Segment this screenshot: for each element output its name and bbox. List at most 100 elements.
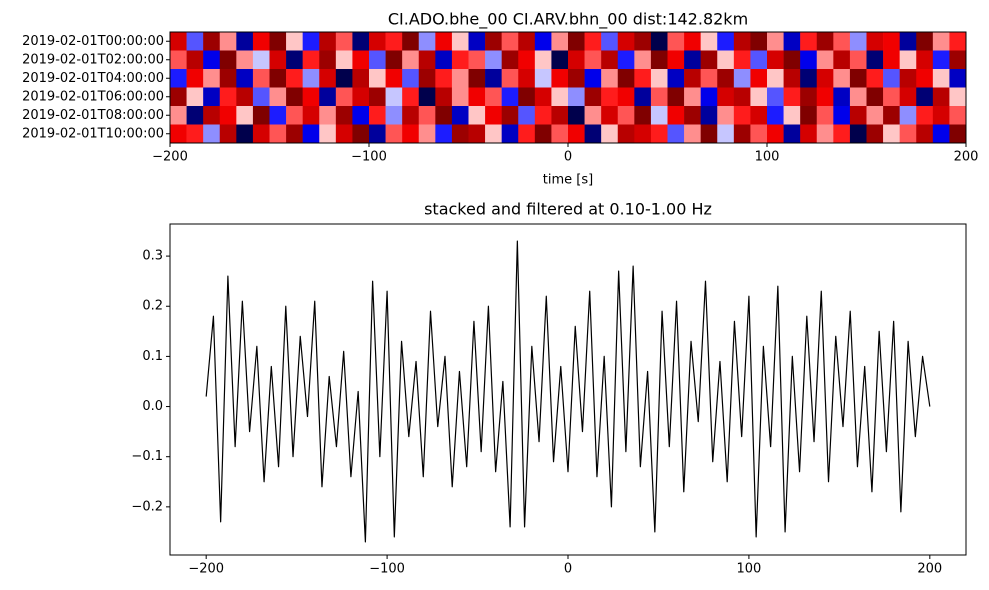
heatmap-cell [451, 87, 469, 107]
heatmap-cell [833, 69, 851, 88]
heatmap-cell [750, 50, 768, 70]
heatmap-cell [352, 69, 370, 88]
heatmap-cell [700, 87, 718, 107]
heatmap-cell [385, 69, 403, 88]
heatmap-cell [932, 106, 950, 125]
heatmap-cell [468, 87, 486, 107]
heatmap-cell [385, 50, 403, 70]
heatmap-cell [402, 124, 420, 144]
heatmap-cell [369, 69, 386, 88]
heatmap-cell [501, 124, 519, 144]
heatmap-cell [551, 32, 569, 51]
heatmap-cell [435, 69, 453, 88]
heatmap-cell [916, 87, 934, 107]
heatmap-cell [451, 32, 469, 51]
heatmap-cell [767, 106, 784, 125]
heatmap-cell [650, 106, 668, 125]
heatmap-cell [369, 32, 386, 51]
heatmap-cell [302, 124, 320, 144]
heatmap-cell [700, 69, 718, 88]
heatmap-cell [849, 87, 867, 107]
heatmap-cell [601, 106, 619, 125]
heatmap-cell [767, 32, 784, 51]
heatmap-cell [485, 87, 502, 107]
heatmap-cell [485, 50, 502, 70]
heatmap-cell [286, 124, 303, 144]
y-tick-label: 2019-02-01T08:00:00 [22, 108, 164, 123]
y-tick-label: 2019-02-01T02:00:00 [22, 52, 164, 67]
heatmap-cell [684, 69, 701, 88]
heatmap-cell [584, 50, 602, 70]
heatmap-cell [468, 50, 486, 70]
heatmap-cell [286, 106, 303, 125]
heatmap-cell [451, 69, 469, 88]
heatmap-cell [932, 50, 950, 70]
heatmap-cell [783, 124, 801, 144]
heatmap-cell [667, 50, 685, 70]
heatmap-cell [269, 87, 287, 107]
heatmap-cell [932, 32, 950, 51]
heatmap-cell [219, 87, 237, 107]
heatmap-cell [849, 50, 867, 70]
x-tick-label: −100 [369, 562, 405, 577]
heatmap-cell [435, 50, 453, 70]
heatmap-cell [601, 50, 619, 70]
heatmap-cell [269, 124, 287, 144]
heatmap-cell [584, 106, 602, 125]
heatmap-cell [634, 124, 652, 144]
heatmap-cell [252, 50, 270, 70]
heatmap-cell [783, 106, 801, 125]
heatmap-cell [568, 50, 585, 70]
heatmap-cell [568, 32, 585, 51]
heatmap-cell [849, 106, 867, 125]
heatmap-cell [203, 124, 221, 144]
heatmap-cell [932, 69, 950, 88]
heatmap-cell [899, 124, 917, 144]
heatmap-cell [949, 124, 967, 144]
heatmap-cell [949, 32, 967, 51]
heatmap-cell [501, 32, 519, 51]
heatmap-cell [568, 106, 585, 125]
x-axis-label: time [s] [543, 173, 593, 188]
heatmap-cell [319, 87, 337, 107]
heatmap-cell [783, 50, 801, 70]
heatmap-cell [418, 69, 436, 88]
heatmap-cell [684, 32, 701, 51]
heatmap-cell [319, 32, 337, 51]
heatmap-cell [451, 106, 469, 125]
heatmap-cell [534, 124, 552, 144]
heatmap-cell [833, 50, 851, 70]
heatmap-cell [435, 87, 453, 107]
heatmap-cell [418, 32, 436, 51]
heatmap-cell [252, 69, 270, 88]
heatmap-cell [800, 124, 818, 144]
heatmap-cell [883, 87, 900, 107]
heatmap-cell [617, 87, 635, 107]
heatmap-cell [833, 32, 851, 51]
heatmap-cell [534, 87, 552, 107]
heatmap-cell [584, 69, 602, 88]
heatmap-cell [269, 69, 287, 88]
heatmap-cell [899, 87, 917, 107]
heatmap-cell [650, 124, 668, 144]
heatmap-cell [899, 50, 917, 70]
heatmap-cell [369, 87, 386, 107]
heatmap-cell [833, 87, 851, 107]
heatmap-cell [800, 106, 818, 125]
y-tick-label: −0.1 [131, 449, 163, 464]
heatmap-cell [866, 106, 884, 125]
heatmap-cell [667, 124, 685, 144]
heatmap-cell [203, 32, 221, 51]
heatmap-cell [269, 106, 287, 125]
heatmap-cell [402, 50, 420, 70]
data-line [205, 240, 931, 543]
heatmap-cell [700, 124, 718, 144]
heatmap-cell [650, 50, 668, 70]
heatmap-cell [833, 124, 851, 144]
heatmap-cell [849, 124, 867, 144]
heatmap-cell [203, 50, 221, 70]
heatmap-cell [866, 87, 884, 107]
heatmap-cell [750, 106, 768, 125]
heatmap-cell [816, 106, 834, 125]
